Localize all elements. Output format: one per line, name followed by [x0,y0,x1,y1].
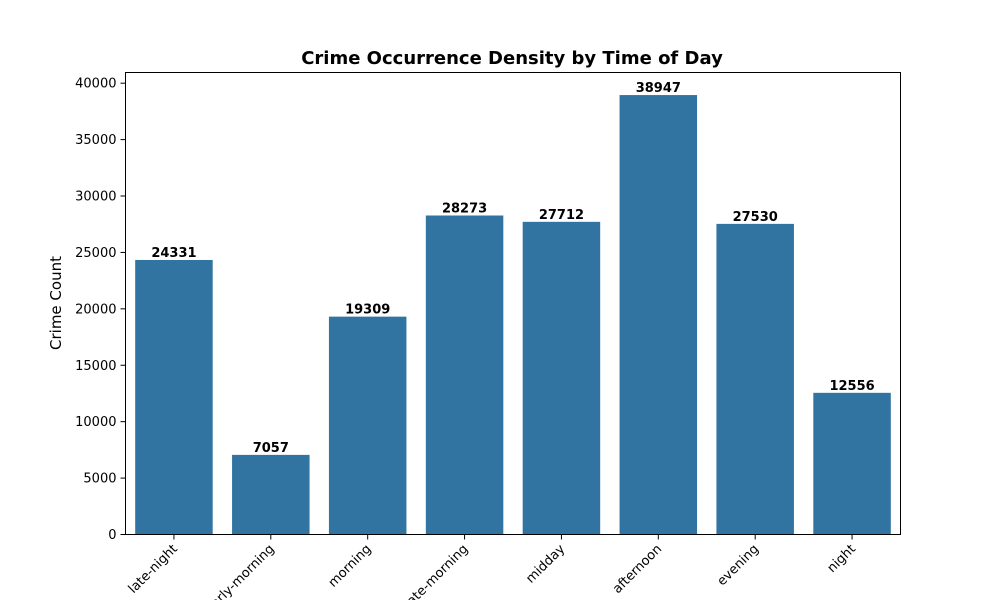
x-tick-label: late-night [126,542,181,597]
data-label-night: 12556 [829,379,874,394]
data-label-late-night: 24331 [151,246,196,261]
bar-early-morning [232,454,310,535]
data-label-late-morning: 28273 [442,201,487,216]
y-axis-ticks: 0 5000 10000 15000 20000 25000 30000 35000 40000 [75,77,126,543]
bar-night [813,392,891,535]
x-tick-label: midday [523,542,568,587]
y-tick-label: 20000 [75,302,116,317]
y-tick-label: 25000 [75,246,116,261]
data-label-evening: 27530 [733,210,778,225]
y-tick-label: 40000 [75,77,116,92]
x-tick-label: morning [326,542,375,591]
data-label-afternoon: 38947 [636,81,681,96]
x-tick-label: evening [715,542,762,589]
data-labels-group: 24331 7057 19309 28273 27712 38947 27530 12556 [151,81,874,456]
data-label-morning: 19309 [345,303,390,318]
y-tick-label: 30000 [75,190,116,205]
x-tick-label: late-morning [402,542,472,600]
bar-midday [522,221,601,535]
bars-group [135,95,891,535]
x-tick-label: early-morning [203,542,278,600]
bar-morning [328,316,407,535]
bar-evening [716,223,794,535]
chart-title: Crime Occurrence Density by Time of Day [301,48,723,69]
data-label-early-morning: 7057 [253,441,289,456]
y-tick-label: 0 [108,528,116,543]
bar-late-morning [425,215,504,535]
x-tick-label: night [825,542,859,576]
bar-afternoon [619,95,698,535]
plot-frame [125,72,901,535]
data-label-midday: 27712 [539,208,584,223]
y-tick-label: 5000 [83,472,116,487]
y-tick-label: 35000 [75,133,116,148]
y-axis-label: Crime Count [47,256,65,350]
x-axis-ticks: late-night early-morning morning late-morni… [126,534,859,600]
y-tick-label: 10000 [75,415,116,430]
x-tick-label: afternoon [610,542,665,597]
bar-late-night [135,259,213,535]
y-tick-label: 15000 [75,359,116,374]
